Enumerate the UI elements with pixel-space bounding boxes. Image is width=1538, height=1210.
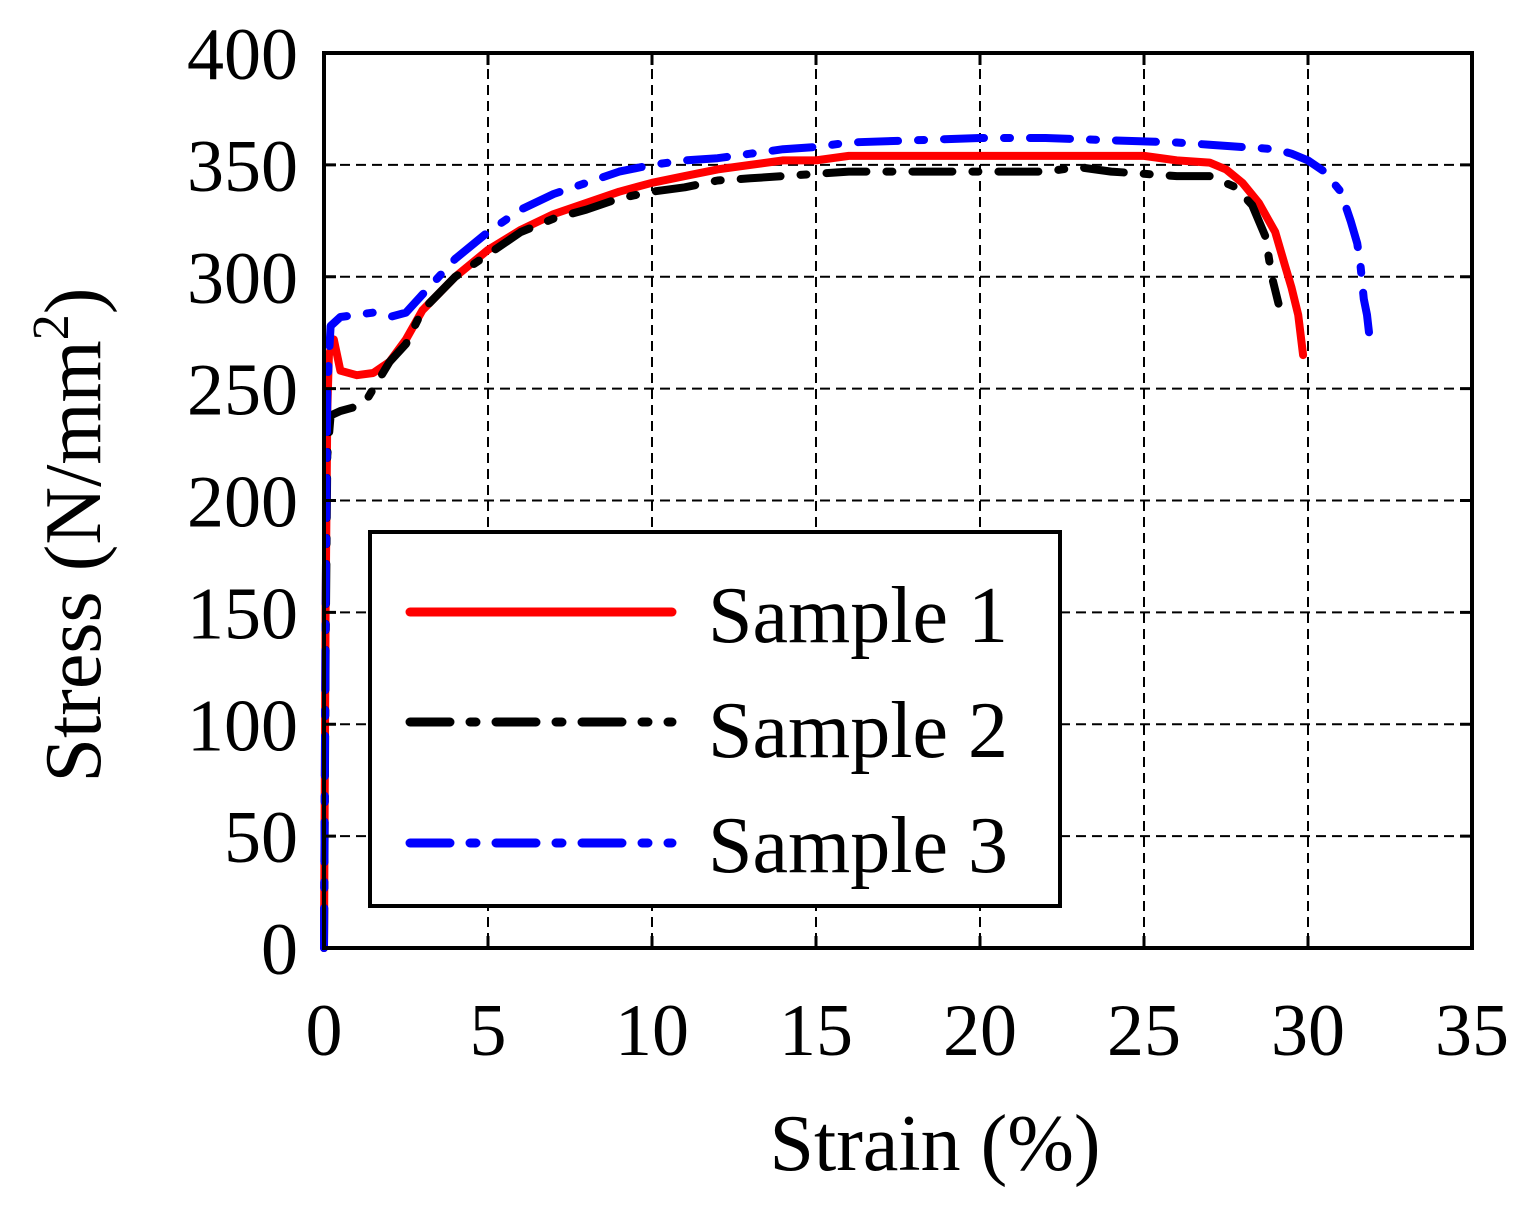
y-tick-label: 250	[187, 350, 298, 432]
y-tick-label: 150	[187, 573, 298, 655]
y-tick-label: 100	[187, 685, 298, 767]
x-tick-label: 5	[470, 990, 507, 1072]
series-lines	[320, 134, 1375, 952]
y-tick-label: 50	[224, 797, 298, 879]
y-tick-label: 300	[187, 238, 298, 320]
legend: Sample 1 Sample 2 Sample 3	[368, 530, 1062, 908]
y-tick-label: 400	[187, 14, 298, 96]
y-axis-title: Stress (N/mm2)	[23, 288, 118, 783]
x-tick-label: 20	[943, 990, 1017, 1072]
x-tick-label: 10	[615, 990, 689, 1072]
legend-label-sample-2: Sample 2	[708, 687, 1008, 775]
series-line-sample-1	[320, 151, 1308, 952]
y-axis-title-close: )	[30, 288, 118, 315]
y-tick-label: 350	[187, 126, 298, 208]
series-line-sample-2	[320, 163, 1283, 952]
y-tick-label: 0	[261, 909, 298, 991]
x-tick-label: 25	[1107, 990, 1181, 1072]
x-tick-label: 15	[779, 990, 853, 1072]
x-axis-title: Strain (%)	[769, 1100, 1100, 1188]
y-axis-title-superscript: 2	[23, 314, 80, 340]
legend-label-sample-3: Sample 3	[708, 802, 1008, 890]
y-axis-title-main: Stress (N/mm	[30, 340, 118, 782]
x-tick-label: 30	[1271, 990, 1345, 1072]
x-tick-label: 0	[306, 990, 343, 1072]
y-tick-label: 200	[187, 462, 298, 544]
series-line-sample-3	[320, 134, 1375, 952]
x-tick-label: 35	[1435, 990, 1509, 1072]
legend-label-sample-1: Sample 1	[708, 572, 1008, 660]
legend-box	[368, 530, 1062, 908]
